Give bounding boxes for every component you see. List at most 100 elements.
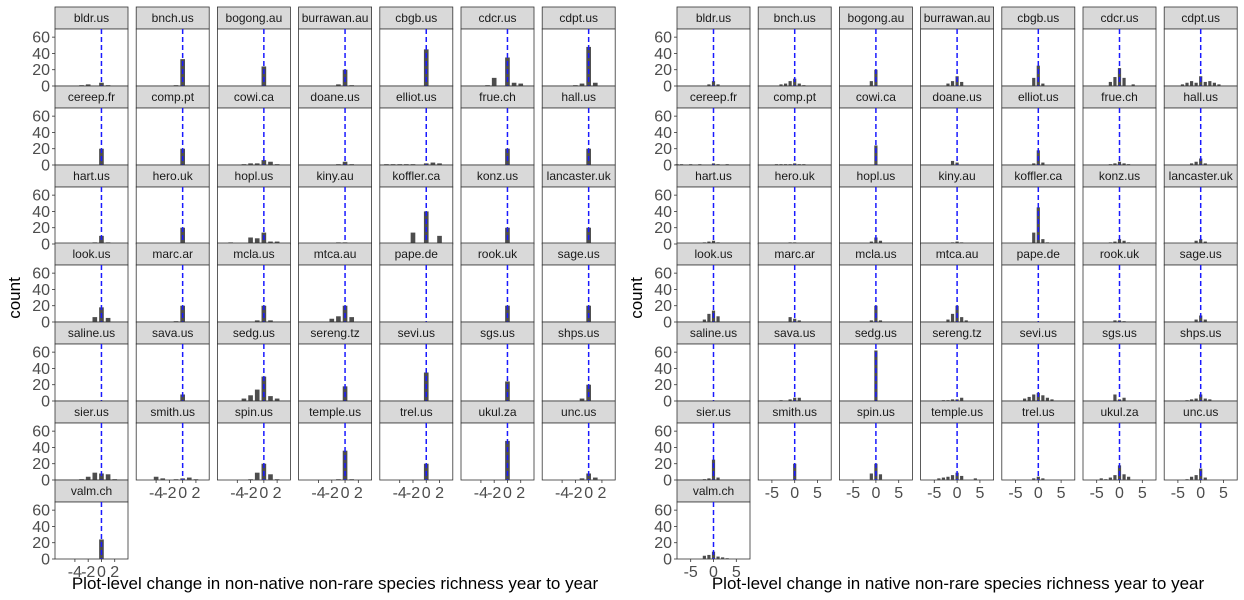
facet-label: ukul.za (478, 405, 516, 419)
histogram-bar (1217, 84, 1221, 86)
histogram-bar (410, 232, 416, 244)
facet-label: smith.us (150, 405, 195, 419)
histogram-bar (711, 81, 716, 86)
histogram-bar (874, 350, 878, 401)
histogram-bar (788, 317, 792, 322)
histogram-bar (579, 478, 585, 480)
y-tick-label: 60 (654, 266, 672, 283)
histogram-bar (1203, 477, 1207, 480)
facet-label: trel.us (400, 405, 433, 419)
histogram-bar (960, 397, 964, 401)
histogram-bar (349, 317, 355, 322)
histogram-bar (716, 84, 720, 86)
histogram-bar (955, 472, 959, 480)
histogram-bar (702, 555, 706, 559)
histogram-bar (725, 558, 729, 559)
histogram-bar (1199, 239, 1203, 244)
facet-panel (135, 28, 210, 87)
facet-lancaster.uk: lancaster.uk (541, 164, 616, 245)
facet-label: hero.uk (153, 169, 194, 183)
facet-label: smith.us (772, 405, 817, 419)
facet-label: valm.ch (71, 484, 112, 498)
y-tick-label: 20 (32, 141, 50, 158)
histogram-bar (964, 320, 968, 322)
histogram-bar (689, 164, 693, 165)
histogram-bar (505, 381, 510, 401)
facet-rook.uk: rook.uk (460, 242, 535, 323)
histogram-bar (869, 473, 873, 480)
histogram-bar (410, 164, 416, 165)
facet-hall.us: hall.us (1163, 85, 1238, 166)
histogram-bar (99, 82, 104, 86)
histogram-bar (105, 317, 111, 322)
histogram-bar (946, 319, 950, 322)
facet-label: koffler.ca (392, 169, 440, 183)
histogram-bar (1104, 479, 1108, 480)
facet-label: marc.ar (774, 247, 815, 261)
facet-marc.ar: marc.ar (135, 242, 210, 323)
histogram-bar (869, 320, 873, 322)
histogram-bar (193, 479, 199, 480)
histogram-bar (437, 235, 442, 244)
facet-panel (298, 107, 373, 166)
histogram-bar (874, 237, 878, 244)
facet-label: sereng.tz (932, 326, 981, 340)
x-tick-label: -4 (68, 564, 82, 581)
x-tick-label: 2 (191, 485, 200, 502)
histogram-bar (248, 237, 253, 244)
histogram-bar (105, 474, 111, 480)
x-tick-label: 2 (273, 485, 282, 502)
y-tick-label: 40 (32, 46, 50, 63)
histogram-bar (788, 81, 792, 86)
histogram-bar (349, 164, 355, 165)
x-tick-label: 2 (597, 485, 606, 502)
y-tick-label: 0 (41, 394, 50, 411)
histogram-bar (1194, 82, 1198, 86)
facet-koffler.ca: koffler.ca (1001, 164, 1076, 245)
facet-label: look.us (694, 247, 732, 261)
histogram-bar (1194, 475, 1198, 480)
histogram-bar (430, 162, 436, 165)
facet-temple.us: temple.us -4 -2 0 2 (298, 400, 373, 502)
histogram-bar (1117, 161, 1122, 165)
x-tick-label: 0 (790, 485, 799, 502)
facet-panel (298, 28, 373, 87)
histogram-bar (1122, 321, 1126, 322)
histogram-bar (173, 85, 179, 86)
facet-panel (298, 186, 373, 245)
y-tick-label: 0 (41, 237, 50, 254)
facet-label: look.us (72, 247, 110, 261)
x-tick-label: 0 (871, 485, 880, 502)
x-tick-label: 2 (110, 564, 119, 581)
histogram-bar (878, 240, 883, 244)
histogram-bar (774, 164, 779, 165)
histogram-bar (336, 479, 341, 480)
y-tick-label: 60 (32, 424, 50, 441)
facet-sage.us: sage.us (1163, 242, 1238, 323)
facet-label: shps.us (1180, 326, 1221, 340)
facet-label: marc.ar (152, 247, 193, 261)
y-tick-label: 40 (654, 519, 672, 536)
facet-label: cdcr.us (1100, 11, 1138, 25)
histogram-bar (1185, 479, 1189, 480)
histogram-bar (1180, 84, 1185, 86)
histogram-bar (336, 164, 341, 165)
facet-cdpt.us: cdpt.us (1163, 6, 1238, 87)
histogram-bar (1099, 478, 1103, 480)
histogram-bar (1127, 476, 1131, 480)
facet-sedg.us: sedg.us (216, 321, 291, 402)
histogram-bar (1113, 320, 1117, 322)
facet-panel (460, 422, 535, 481)
facet-label: mcla.us (855, 247, 896, 261)
x-tick-label: 0 (1196, 485, 1205, 502)
histogram-bar (946, 400, 950, 401)
histogram-bar (160, 478, 166, 480)
facet-label: elliot.us (396, 90, 437, 104)
histogram-bar (105, 85, 111, 86)
facet-rook.uk: rook.uk (1082, 242, 1157, 323)
histogram-bar (404, 164, 409, 165)
histogram-bar (1122, 163, 1126, 165)
